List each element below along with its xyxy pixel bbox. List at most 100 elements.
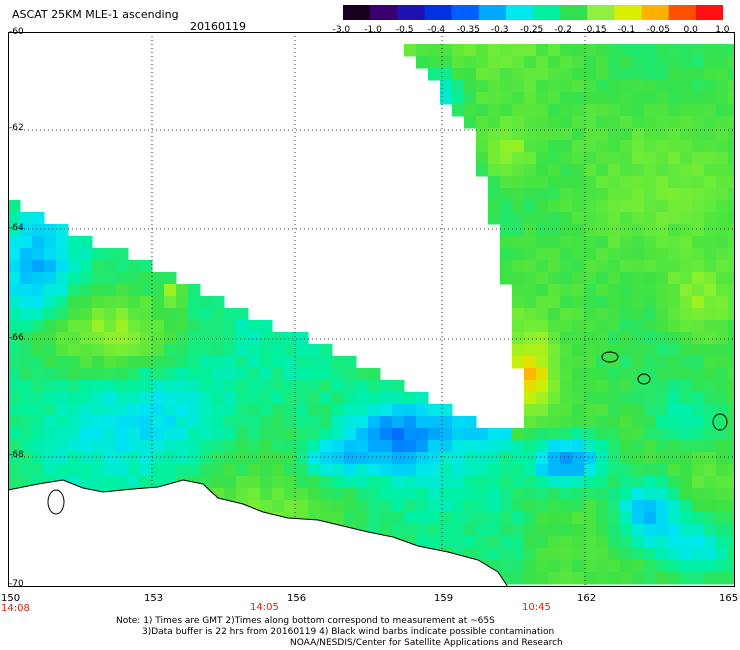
wind-cell (524, 260, 537, 273)
wind-cell (20, 428, 33, 441)
wind-cell (524, 500, 537, 513)
wind-cell (548, 560, 561, 573)
wind-cell (584, 272, 597, 285)
wind-cell (728, 308, 735, 321)
wind-cell (56, 284, 69, 297)
wind-cell (692, 356, 705, 369)
wind-cell (248, 440, 261, 453)
wind-cell (716, 296, 729, 309)
wind-cell (536, 572, 549, 585)
wind-cell (176, 356, 189, 369)
wind-cell (428, 476, 441, 489)
wind-cell (560, 164, 573, 177)
wind-cell (644, 404, 657, 417)
wind-cell (692, 188, 705, 201)
wind-cell (704, 296, 717, 309)
wind-cell (608, 368, 621, 381)
wind-cell (596, 104, 609, 117)
wind-cell (332, 428, 345, 441)
wind-cell (608, 248, 621, 261)
wind-cell (524, 248, 537, 261)
wind-cell (644, 548, 657, 561)
wind-cell (116, 404, 129, 417)
wind-cell (560, 392, 573, 405)
wind-cell (620, 212, 633, 225)
wind-cell (524, 164, 537, 177)
wind-cell (32, 368, 45, 381)
wind-cell (356, 380, 369, 393)
wind-cell (296, 380, 309, 393)
wind-cell (488, 164, 501, 177)
wind-cell (644, 200, 657, 213)
wind-cell (344, 356, 357, 369)
wind-cell (200, 452, 213, 465)
wind-cell (272, 332, 285, 345)
wind-cell (596, 128, 609, 141)
wind-cell (620, 464, 633, 477)
wind-cell (692, 440, 705, 453)
wind-cell (320, 404, 333, 417)
wind-cell (620, 176, 633, 189)
wind-cell (188, 428, 201, 441)
wind-cell (488, 452, 501, 465)
wind-cell (692, 236, 705, 249)
wind-cell (716, 308, 729, 321)
wind-cell (560, 416, 573, 429)
wind-cell (116, 272, 129, 285)
wind-cell (104, 332, 117, 345)
wind-cell (704, 548, 717, 561)
wind-cell (536, 392, 549, 405)
wind-cell (548, 500, 561, 513)
wind-cell (476, 44, 489, 57)
wind-cell (524, 152, 537, 165)
wind-cell (596, 152, 609, 165)
wind-cell (512, 464, 525, 477)
wind-cell (704, 68, 717, 81)
wind-cell (524, 440, 537, 453)
wind-cell (92, 392, 105, 405)
wind-cell (44, 272, 57, 285)
colorbar-tick-label: -0.25 (520, 25, 544, 35)
wind-cell (176, 332, 189, 345)
wind-cell (260, 404, 273, 417)
wind-cell (20, 320, 33, 333)
wind-cell (32, 380, 45, 393)
wind-cell (524, 68, 537, 81)
land-mass (8, 480, 508, 587)
wind-cell (536, 176, 549, 189)
wind-cell (632, 152, 645, 165)
wind-cell (512, 500, 525, 513)
wind-cell (632, 128, 645, 141)
wind-cell (728, 548, 735, 561)
wind-cell (188, 344, 201, 357)
wind-cell (716, 524, 729, 537)
wind-cell (500, 68, 513, 81)
wind-cell (584, 296, 597, 309)
wind-cell (176, 368, 189, 381)
wind-cell (8, 452, 21, 465)
wind-cell (56, 380, 69, 393)
wind-cell (476, 428, 489, 441)
wind-cell (560, 308, 573, 321)
wind-cell (596, 80, 609, 93)
wind-cell (596, 464, 609, 477)
wind-cell (92, 380, 105, 393)
wind-cell (560, 404, 573, 417)
wind-cell (260, 356, 273, 369)
wind-cell (728, 380, 735, 393)
wind-cell (704, 128, 717, 141)
wind-cell (212, 356, 225, 369)
wind-cell (584, 404, 597, 417)
wind-cell (692, 212, 705, 225)
wind-cell (464, 116, 477, 129)
wind-cell (428, 524, 441, 537)
wind-cell (728, 392, 735, 405)
wind-cell (668, 44, 681, 57)
wind-cell (332, 392, 345, 405)
wind-cell (8, 272, 21, 285)
wind-cell (476, 104, 489, 117)
wind-cell (224, 392, 237, 405)
wind-cell (704, 224, 717, 237)
wind-cell (260, 440, 273, 453)
lon-label: 165 (719, 593, 739, 604)
